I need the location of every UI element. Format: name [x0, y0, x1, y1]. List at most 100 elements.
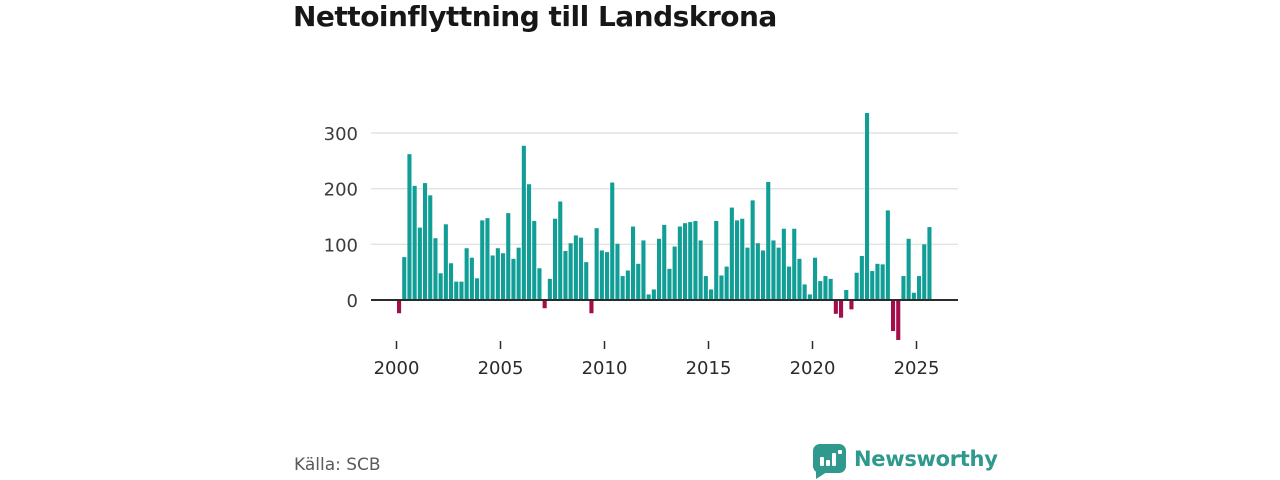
- chart-bar: [433, 238, 438, 300]
- chart-bar: [818, 281, 823, 300]
- chart-bar: [485, 218, 490, 300]
- x-axis-tick-label: 2015: [686, 358, 732, 379]
- chart-bar: [823, 276, 828, 300]
- chart-bar: [579, 237, 584, 300]
- chart-bar: [766, 181, 771, 300]
- brand-name: Newsworthy: [854, 447, 998, 471]
- chart-bar: [558, 201, 563, 300]
- y-axis-tick-label: 300: [324, 124, 358, 145]
- chart-bar: [615, 243, 620, 300]
- chart-bar: [449, 263, 454, 300]
- chart-bar: [532, 220, 537, 300]
- chart-bar: [610, 182, 615, 300]
- y-axis-tick-label: 200: [324, 180, 358, 201]
- chart-bar: [735, 220, 740, 300]
- logo-bar-1: [820, 457, 824, 466]
- chart-bar: [719, 275, 724, 300]
- newsworthy-logo: Newsworthy: [813, 443, 1033, 480]
- chart-bar: [911, 292, 916, 300]
- chart-bar: [423, 183, 428, 300]
- chart-bar: [464, 248, 469, 300]
- chart-bar: [787, 266, 792, 300]
- chart-bar: [584, 262, 589, 300]
- chart-bar: [667, 268, 672, 300]
- chart-bar: [553, 218, 558, 300]
- chart-bar: [792, 228, 797, 300]
- chart-bar: [859, 256, 864, 300]
- chart-bar: [527, 184, 532, 300]
- x-axis-tick-label: 2005: [478, 358, 524, 379]
- chart-bar: [443, 224, 448, 300]
- chart-bar: [620, 276, 625, 300]
- chart-bar: [594, 228, 599, 300]
- chart-bar: [568, 243, 573, 300]
- chart-bar: [896, 301, 901, 340]
- chart-bar: [683, 223, 688, 300]
- chart-bar: [573, 235, 578, 300]
- x-axis-tick-label: 2020: [790, 358, 836, 379]
- chart-bar: [417, 227, 422, 300]
- chart-bar: [501, 253, 506, 300]
- logo-bar-3: [832, 453, 836, 466]
- chart-bar: [781, 228, 786, 300]
- chart-bar: [844, 289, 849, 300]
- chart-bar: [761, 250, 766, 300]
- x-axis-tick-label: 2000: [374, 358, 420, 379]
- chart-bar: [490, 255, 495, 300]
- chart-bar: [402, 257, 407, 300]
- chart-bar: [797, 258, 802, 300]
- chart-bar: [927, 227, 932, 300]
- chart-bar: [636, 263, 641, 300]
- chart-bar: [651, 289, 656, 300]
- chart-bar: [698, 240, 703, 300]
- chart-bar: [714, 220, 719, 300]
- chart-bar: [906, 238, 911, 300]
- chart-bar: [922, 244, 927, 300]
- x-axis-tick-label: 2010: [582, 358, 628, 379]
- y-axis-tick-label: 100: [324, 235, 358, 256]
- chart-bar: [662, 224, 667, 300]
- source-label: Källa: SCB: [294, 455, 381, 475]
- x-axis-tick-label: 2025: [894, 358, 940, 379]
- chart-bar: [480, 220, 485, 300]
- chart-bar: [703, 276, 708, 300]
- chart-bar: [729, 207, 734, 300]
- chart-bar: [724, 266, 729, 300]
- chart-bar: [625, 270, 630, 300]
- chart-bar: [901, 276, 906, 300]
- chart-bar: [833, 301, 838, 314]
- chart-bar: [672, 246, 677, 300]
- chart-bar: [454, 281, 459, 300]
- chart-bar: [750, 200, 755, 300]
- chart-bar: [428, 195, 433, 300]
- chart-bar: [813, 257, 818, 300]
- chart-bar: [537, 268, 542, 300]
- chart-bar: [407, 154, 412, 300]
- chart-bar: [776, 247, 781, 300]
- chart-bar: [771, 240, 776, 300]
- chart-bar: [740, 218, 745, 300]
- chart-bar: [802, 284, 807, 300]
- logo-bar-2: [826, 460, 830, 466]
- chart-bar: [885, 210, 890, 300]
- chart-bar: [807, 294, 812, 300]
- chart-bar: [854, 272, 859, 300]
- chart-bar: [828, 278, 833, 300]
- chart-bar: [657, 238, 662, 300]
- chart-bar: [412, 185, 417, 300]
- y-axis-tick-label: 0: [347, 291, 358, 312]
- chart-bar: [709, 289, 714, 300]
- chart-bar: [870, 271, 875, 300]
- chart-bar: [875, 263, 880, 300]
- chart-bar: [646, 294, 651, 300]
- chart-bar: [605, 252, 610, 300]
- net-migration-bar-chart: 0 100 200 300 2000 2005 2010 2015 2020 2025: [324, 112, 958, 379]
- chart-bar: [849, 301, 854, 310]
- chart-bar: [521, 145, 526, 300]
- chart-bar: [511, 258, 516, 300]
- chart-bar: [641, 240, 646, 300]
- chart-bar: [459, 281, 464, 300]
- chart-bar: [917, 276, 922, 300]
- chart-bar: [589, 301, 594, 314]
- bar-chart-bubble-icon: [813, 444, 846, 473]
